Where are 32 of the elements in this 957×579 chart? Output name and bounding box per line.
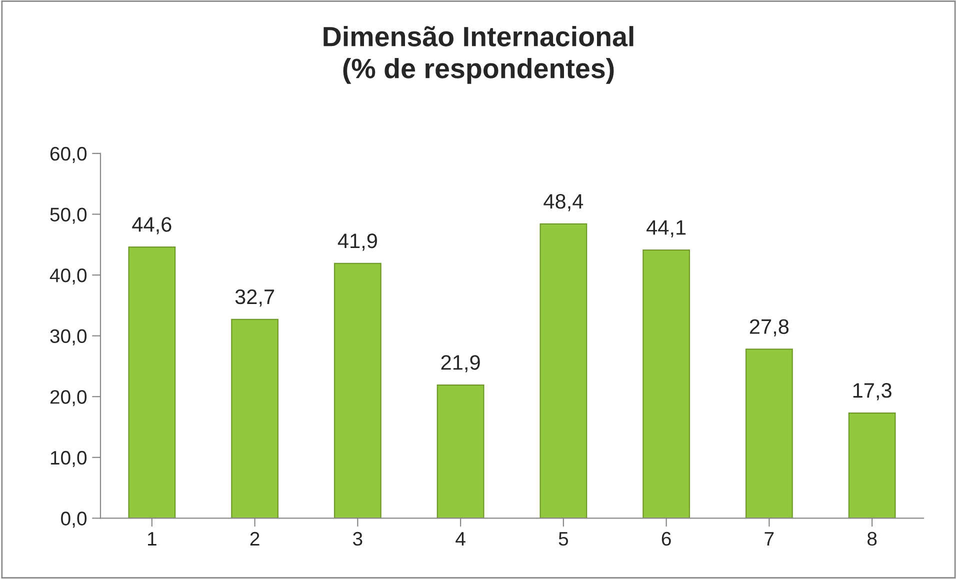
data-label: 48,4 — [544, 194, 584, 212]
bar — [334, 262, 382, 518]
bar — [745, 348, 793, 518]
bar — [231, 318, 279, 518]
y-tick-label: 10,0 — [50, 450, 87, 467]
y-tick-label: 30,0 — [50, 329, 87, 346]
y-tick-label: 50,0 — [50, 208, 87, 224]
x-tick-label: 7 — [764, 532, 774, 546]
bar — [436, 384, 484, 518]
bar — [128, 246, 176, 518]
chart-title: Dimensão Internacional (% de respondentes) — [324, 26, 634, 84]
data-label: 32,7 — [235, 289, 274, 307]
data-label: 44,1 — [646, 220, 686, 238]
data-label: 41,9 — [338, 233, 377, 251]
y-tick-label: 0,0 — [61, 512, 87, 528]
bar — [848, 412, 896, 518]
x-tick-label: 6 — [662, 532, 671, 546]
data-label: 21,9 — [441, 355, 480, 372]
data-label: 27,8 — [750, 319, 789, 336]
y-tick-label: 20,0 — [50, 390, 87, 406]
bar — [642, 250, 690, 518]
x-tick-label: 3 — [353, 532, 362, 546]
y-tick-label: 60,0 — [50, 146, 87, 163]
data-label: 44,6 — [132, 217, 172, 234]
x-tick-label: 4 — [456, 532, 466, 546]
x-tick-label: 5 — [558, 532, 568, 546]
data-label: 17,3 — [853, 383, 892, 400]
bar — [540, 223, 588, 518]
x-tick-label: 2 — [250, 532, 260, 546]
y-tick-label: 40,0 — [50, 268, 87, 285]
x-tick-label: 1 — [148, 532, 156, 546]
x-tick-label: 8 — [868, 532, 877, 546]
